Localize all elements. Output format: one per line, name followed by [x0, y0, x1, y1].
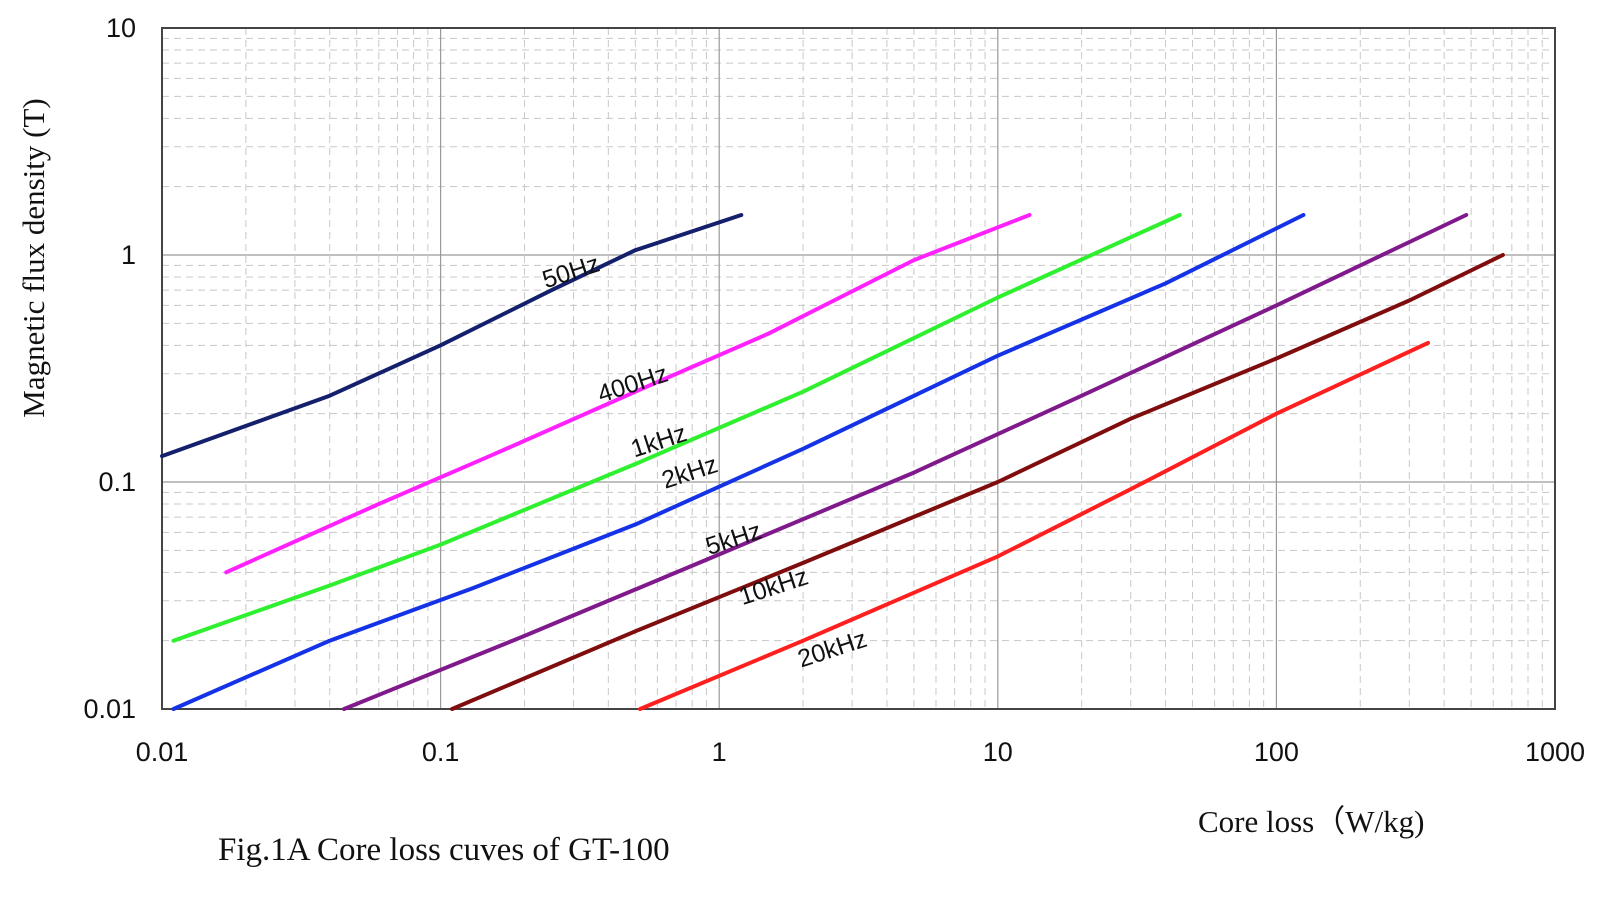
figure-caption: Fig.1A Core loss cuves of GT-100 [218, 832, 670, 868]
plot-frame [161, 27, 1556, 710]
y-tick-labels: 10 1 0.1 0.01 [83, 13, 136, 724]
x-tick-label: 0.01 [136, 737, 189, 767]
series-line-10kHz [450, 253, 1505, 711]
y-axis-title: Magnetic flux density (T) [16, 98, 51, 417]
y-tick-label: 1 [121, 240, 136, 270]
x-axis-title: Core loss（W/kg) [1198, 804, 1424, 839]
x-tick-label: 1000 [1525, 737, 1585, 767]
x-tick-label: 0.1 [422, 737, 460, 767]
x-tick-label: 100 [1254, 737, 1299, 767]
series-line-400Hz [224, 213, 1032, 575]
series-line-50Hz [160, 213, 744, 459]
y-tick-label: 10 [106, 13, 136, 43]
series-lines [160, 213, 1505, 711]
major-grid [162, 28, 1555, 709]
x-tick-label: 1 [712, 737, 727, 767]
y-tick-label: 0.1 [98, 467, 136, 497]
series-line-20kHz [638, 340, 1430, 711]
series-line-1kHz [171, 213, 1182, 643]
x-tick-label: 10 [983, 737, 1013, 767]
series-line-5kHz [342, 213, 1469, 711]
series-line-2kHz [171, 213, 1306, 711]
y-tick-label: 0.01 [83, 694, 136, 724]
x-tick-labels: 0.01 0.1 1 10 100 1000 [136, 737, 1585, 767]
minor-grid [162, 28, 1555, 709]
